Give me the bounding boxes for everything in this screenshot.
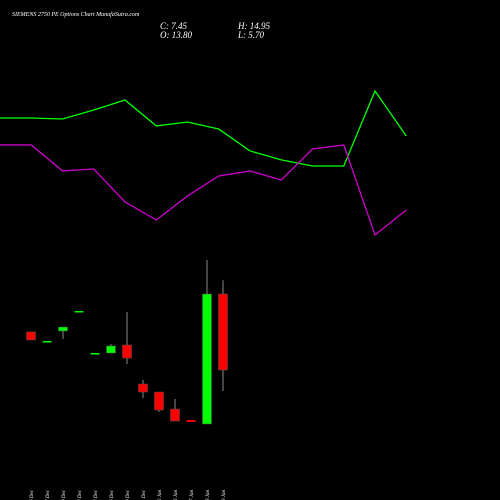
close-label: C: 7.45 (160, 21, 188, 31)
indicator-line (0, 144, 407, 237)
chart-title: SIEMENS 2750 PE Options Chart MunafaSutr… (12, 11, 140, 18)
x-tick-label: 17 Dec (46, 489, 51, 500)
x-tick-label: 09 Jan (222, 490, 227, 500)
x-tick-label: 19 Dec (62, 489, 67, 500)
candle-body (74, 310, 84, 313)
high-label: H: 14.95 (237, 21, 270, 31)
open-label: O: 13.80 (160, 30, 192, 40)
candle-body (42, 341, 52, 343)
x-tick-label: 30 Dec (126, 489, 131, 500)
x-tick-label: 31 Dec (142, 489, 147, 500)
candle-body (202, 293, 212, 425)
x-tick-label: 16 Dec (30, 489, 35, 500)
candle-body (186, 420, 196, 422)
x-tick-label: 24 Dec (94, 489, 99, 500)
x-tick-label: 23 Dec (78, 489, 83, 500)
x-tick-label: 02 Jan (158, 490, 163, 500)
x-tick-label: 26 Dec (110, 489, 115, 500)
candle-body (58, 326, 68, 332)
x-tick-label: 08 Jan (206, 490, 211, 500)
x-tick-label: 07 Jan (190, 490, 195, 500)
candle-body (218, 293, 228, 371)
candle-body (122, 344, 132, 359)
candle-body (138, 383, 148, 393)
candle-body (170, 408, 180, 422)
candle-body (154, 391, 164, 411)
candle-body (90, 353, 100, 355)
candle-body (106, 345, 116, 354)
indicator-line (0, 89, 407, 167)
low-label: L: 5.70 (237, 30, 265, 40)
x-tick-label: 06 Jan (174, 490, 179, 500)
candle-body (26, 331, 36, 341)
